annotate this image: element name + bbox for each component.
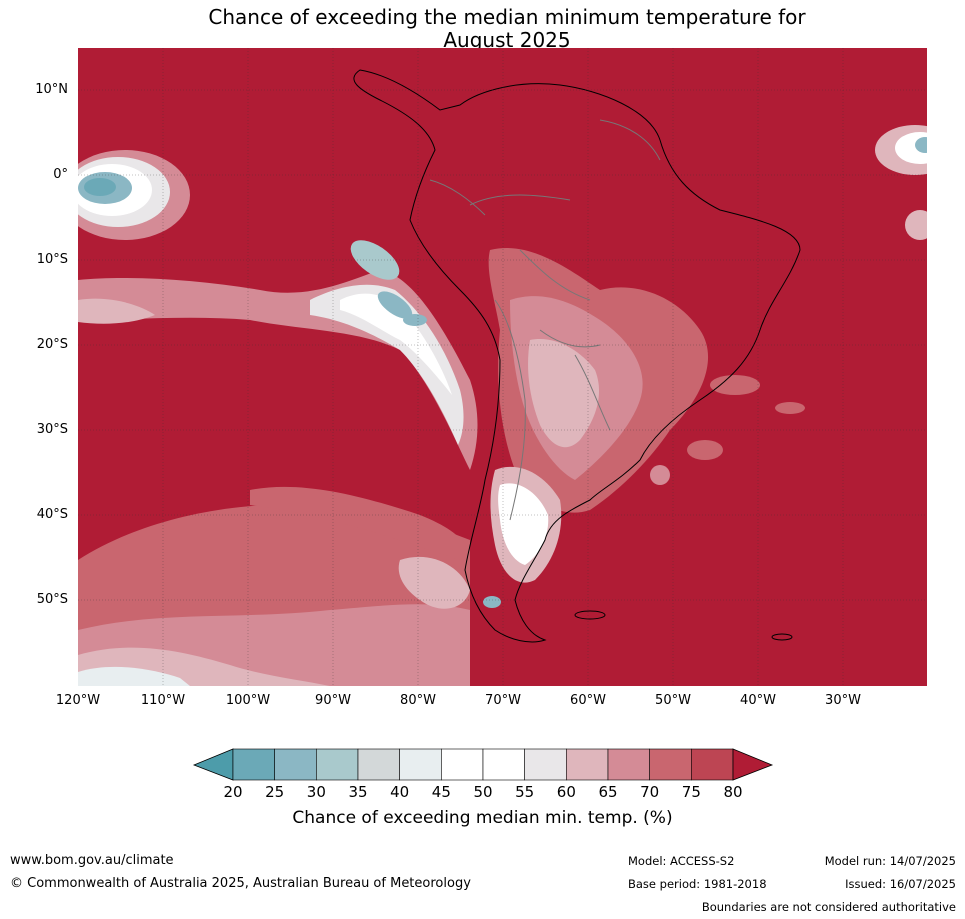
west-streak-60 (78, 298, 155, 324)
map-title: Chance of exceeding the median minimum t… (208, 5, 806, 29)
colorbar-tick-label: 25 (265, 783, 285, 801)
colorbar-tick-label: 35 (348, 783, 368, 801)
lat-tick-label: 40°S (36, 507, 68, 522)
lon-tick-label: 120°W (55, 693, 101, 708)
colorbar-tick-label: 40 (390, 783, 410, 801)
falklands (574, 610, 606, 620)
colorbar-tick-label: 75 (681, 783, 701, 801)
colorbar-tick-label: 65 (598, 783, 618, 801)
lon-tick-label: 40°W (740, 693, 776, 708)
atlantic-70b (775, 402, 805, 414)
footer-url[interactable]: www.bom.gov.au/climate (10, 853, 174, 868)
colorbar-tick-label: 60 (556, 783, 576, 801)
east-pacific-30b (403, 314, 427, 326)
patagonia-50 (498, 483, 549, 565)
atlantic-60 (650, 465, 670, 485)
southern-band-50 (78, 666, 190, 686)
lon-tick-label: 110°W (140, 693, 186, 708)
footer-model-run: Model run: 14/07/2025 (824, 854, 956, 868)
atlantic-east-60b (905, 210, 927, 240)
east-pacific-streak-55 (310, 284, 464, 445)
lat-tick-label: 0° (53, 167, 68, 182)
colorbar (192, 748, 774, 781)
colorbar-label: Chance of exceeding median min. temp. (%… (292, 808, 673, 828)
footer-issued: Issued: 16/07/2025 (845, 877, 956, 891)
east-pacific-30 (377, 291, 413, 319)
lon-tick-label: 100°W (225, 693, 271, 708)
colorbar-segment (691, 748, 734, 781)
southern-band-70 (250, 486, 470, 560)
lon-tick-label: 70°W (485, 693, 521, 708)
colorbar-tick-label: 45 (431, 783, 451, 801)
colorbar-tick-label: 30 (306, 783, 326, 801)
colorbar-segment (524, 748, 567, 781)
map-title-date: August 2025 (443, 28, 571, 52)
lon-tick-label: 90°W (315, 693, 351, 708)
footer-base-period: Base period: 1981-2018 (628, 877, 767, 891)
coastline-south-america (353, 69, 801, 643)
footer-model: Model: ACCESS-S2 (628, 854, 735, 868)
lat-tick-label: 10°S (36, 252, 68, 267)
colorbar-tick-label: 70 (640, 783, 660, 801)
lon-tick-label: 50°W (655, 693, 691, 708)
atlantic-70 (687, 440, 723, 460)
colorbar-segment (232, 748, 275, 781)
colorbar-tick-label: 80 (723, 783, 743, 801)
colorbar-tick-label: 50 (473, 783, 493, 801)
lon-tick-label: 80°W (400, 693, 436, 708)
eq-pacific-25 (84, 178, 116, 196)
colorbar-segment (566, 748, 609, 781)
map-field (78, 48, 927, 686)
brazil-coast-70 (710, 375, 760, 395)
lon-tick-label: 60°W (570, 693, 606, 708)
lat-tick-label: 50°S (36, 592, 68, 607)
graticule (78, 48, 927, 686)
lon-tick-label: 30°W (825, 693, 861, 708)
colorbar-tick-label: 55 (515, 783, 535, 801)
colorbar-segment (357, 748, 400, 781)
colorbar-segment (441, 748, 484, 781)
atlantic-east-30 (915, 137, 927, 153)
lat-tick-label: 30°S (36, 422, 68, 437)
south-georgia (771, 633, 793, 641)
footer-copyright: © Commonwealth of Australia 2025, Austra… (10, 876, 471, 891)
colorbar-segment (482, 748, 525, 781)
colorbar-segment (607, 748, 650, 781)
colorbar-segment (316, 748, 359, 781)
colorbar-low-arrow (192, 748, 234, 781)
patch-near-chile-60 (398, 556, 470, 609)
lat-tick-label: 10°N (35, 82, 68, 97)
colorbar-segment (399, 748, 442, 781)
colorbar-segment (649, 748, 692, 781)
colorbar-high-arrow (732, 748, 774, 781)
lat-tick-label: 20°S (36, 337, 68, 352)
patagonia-35 (483, 596, 501, 608)
east-pacific-streak-45 (340, 293, 452, 395)
footer-disclaimer: Boundaries are not considered authoritat… (701, 900, 956, 914)
colorbar-segment (274, 748, 317, 781)
colorbar-tick-label: 20 (223, 783, 243, 801)
